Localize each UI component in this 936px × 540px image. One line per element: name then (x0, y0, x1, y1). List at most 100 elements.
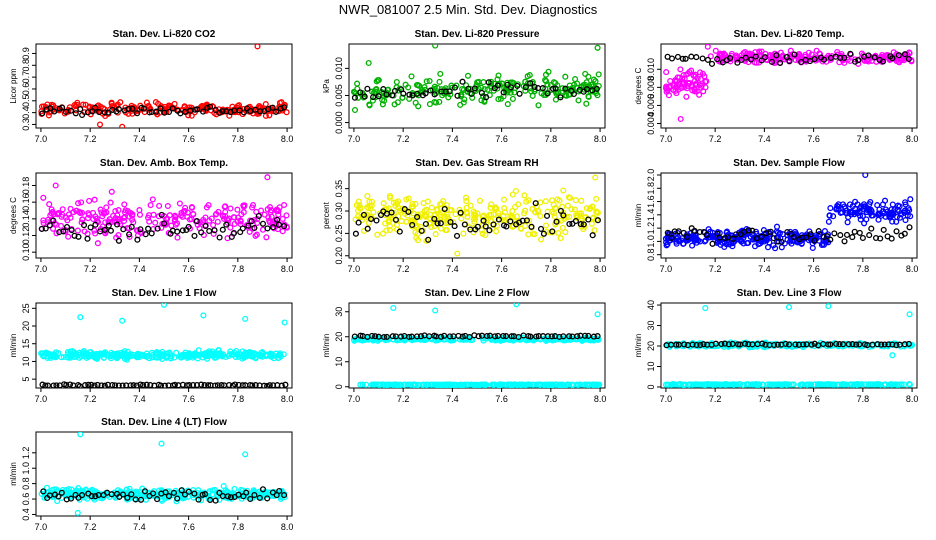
data-point (731, 381, 738, 388)
data-point (114, 221, 121, 228)
data-point (529, 206, 536, 213)
data-point (235, 381, 242, 388)
data-point (74, 509, 81, 516)
data-point (845, 341, 852, 348)
data-point (420, 200, 427, 207)
data-point (79, 216, 86, 223)
data-point (115, 237, 122, 244)
data-point (184, 487, 191, 494)
panel-title: Stan. Dev. Li-820 Pressure (415, 29, 540, 40)
y-tick-label: 0 (334, 384, 344, 389)
y-tick-label: 0.18 (21, 177, 31, 195)
data-point (727, 54, 734, 62)
data-point (459, 85, 466, 93)
data-point (504, 101, 511, 108)
data-point (40, 194, 47, 201)
data-point (583, 86, 590, 93)
data-point (145, 102, 152, 109)
data-point (679, 55, 686, 62)
data-point (581, 381, 588, 388)
data-point (417, 336, 424, 343)
x-tick-label: 8.0 (594, 264, 607, 274)
plot-frame (35, 302, 293, 389)
plot-frame (35, 43, 293, 129)
data-point (708, 60, 716, 67)
data-point (128, 223, 135, 230)
data-point (92, 104, 99, 111)
data-point (181, 491, 189, 498)
data-point (471, 85, 478, 92)
data-point (276, 204, 283, 211)
data-point (53, 382, 60, 388)
data-point (150, 211, 157, 218)
data-point (240, 109, 248, 116)
data-point (768, 381, 775, 388)
data-point (503, 333, 510, 340)
panel-title: Stan. Dev. Line 1 Flow (112, 288, 217, 299)
y-axis: 0.81.01.21.41.61.82.0 (646, 169, 661, 261)
data-point (560, 212, 567, 219)
x-tick-label: 7.0 (35, 264, 48, 274)
x-tick-label: 7.4 (446, 134, 459, 144)
data-point (218, 352, 225, 359)
data-point (817, 381, 825, 388)
data-point (185, 488, 192, 495)
data-point (72, 110, 79, 117)
data-point (663, 69, 670, 76)
data-point (372, 333, 379, 340)
data-point (594, 336, 601, 343)
data-point (67, 205, 74, 212)
data-point (414, 336, 421, 343)
y-axis: 0.30.40.50.60.70.80.9 (21, 47, 36, 131)
data-point (721, 234, 729, 242)
data-point (190, 210, 197, 217)
data-point (65, 486, 72, 493)
data-point (837, 232, 844, 239)
data-point (137, 226, 144, 233)
data-point (88, 381, 95, 388)
x-tick-label: 8.0 (281, 522, 294, 532)
data-point (247, 495, 254, 503)
data-point (164, 202, 171, 210)
data-point (406, 333, 413, 340)
data-point (375, 77, 382, 84)
data-point (453, 381, 460, 388)
y-tick-label: 1.2 (646, 222, 656, 235)
data-point (207, 496, 214, 504)
data-point (409, 337, 416, 344)
data-point (437, 220, 444, 227)
data-point (86, 349, 93, 356)
data-point (707, 53, 714, 60)
data-point (107, 199, 114, 206)
data-point (664, 229, 671, 236)
y-tick-label: 0.010 (646, 58, 656, 81)
data-point (889, 218, 896, 225)
y-tick-label: 0.14 (21, 210, 31, 228)
y-tick-label: 1.2 (21, 447, 31, 460)
data-point (555, 229, 562, 237)
data-point (594, 311, 601, 318)
data-point (585, 73, 592, 80)
data-point (775, 381, 782, 388)
data-point (543, 212, 551, 219)
data-point (173, 220, 181, 227)
data-point (122, 207, 129, 214)
data-point (39, 381, 46, 388)
data-point (210, 221, 217, 229)
data-point (559, 210, 566, 218)
data-point (557, 94, 564, 101)
data-point (851, 228, 858, 235)
data-point (500, 196, 508, 203)
data-point (724, 234, 731, 241)
data-point (889, 201, 896, 208)
data-point (223, 221, 230, 228)
data-point (500, 213, 507, 220)
y-axis: 5 10 15 20 25 (21, 303, 36, 382)
data-point (264, 495, 271, 502)
data-point (785, 304, 793, 311)
data-point (696, 228, 703, 236)
x-tick-label: 7.2 (397, 264, 410, 274)
data-point (688, 53, 695, 60)
x-tick-label: 7.8 (232, 134, 245, 144)
